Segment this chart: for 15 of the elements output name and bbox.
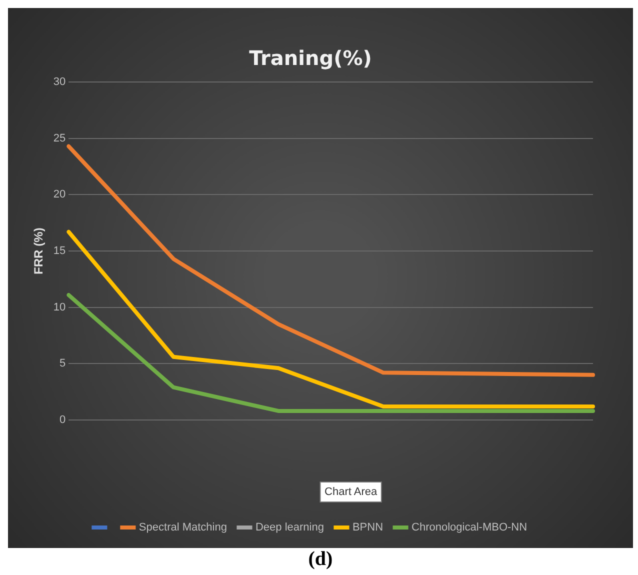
chart-title: Traning(%) xyxy=(249,46,372,70)
y-tick-label: 15 xyxy=(53,245,66,258)
y-tick-label: 5 xyxy=(60,358,66,370)
legend-label: Deep learning xyxy=(255,522,324,534)
text: (d) xyxy=(307,548,334,571)
text: Chart Area xyxy=(324,486,378,498)
y-tick-label: 20 xyxy=(53,188,66,201)
legend-label: Spectral Matching xyxy=(138,522,227,534)
y-tick-label: 25 xyxy=(53,132,66,144)
y-axis-title: FRR (%) xyxy=(32,228,46,274)
y-tick-label: 0 xyxy=(60,414,66,426)
y-tick-label: 10 xyxy=(53,301,66,314)
legend-label: Chronological-MBO-NN xyxy=(412,522,528,534)
legend-label: BPNN xyxy=(352,522,384,534)
y-tick-label: 30 xyxy=(53,76,66,88)
